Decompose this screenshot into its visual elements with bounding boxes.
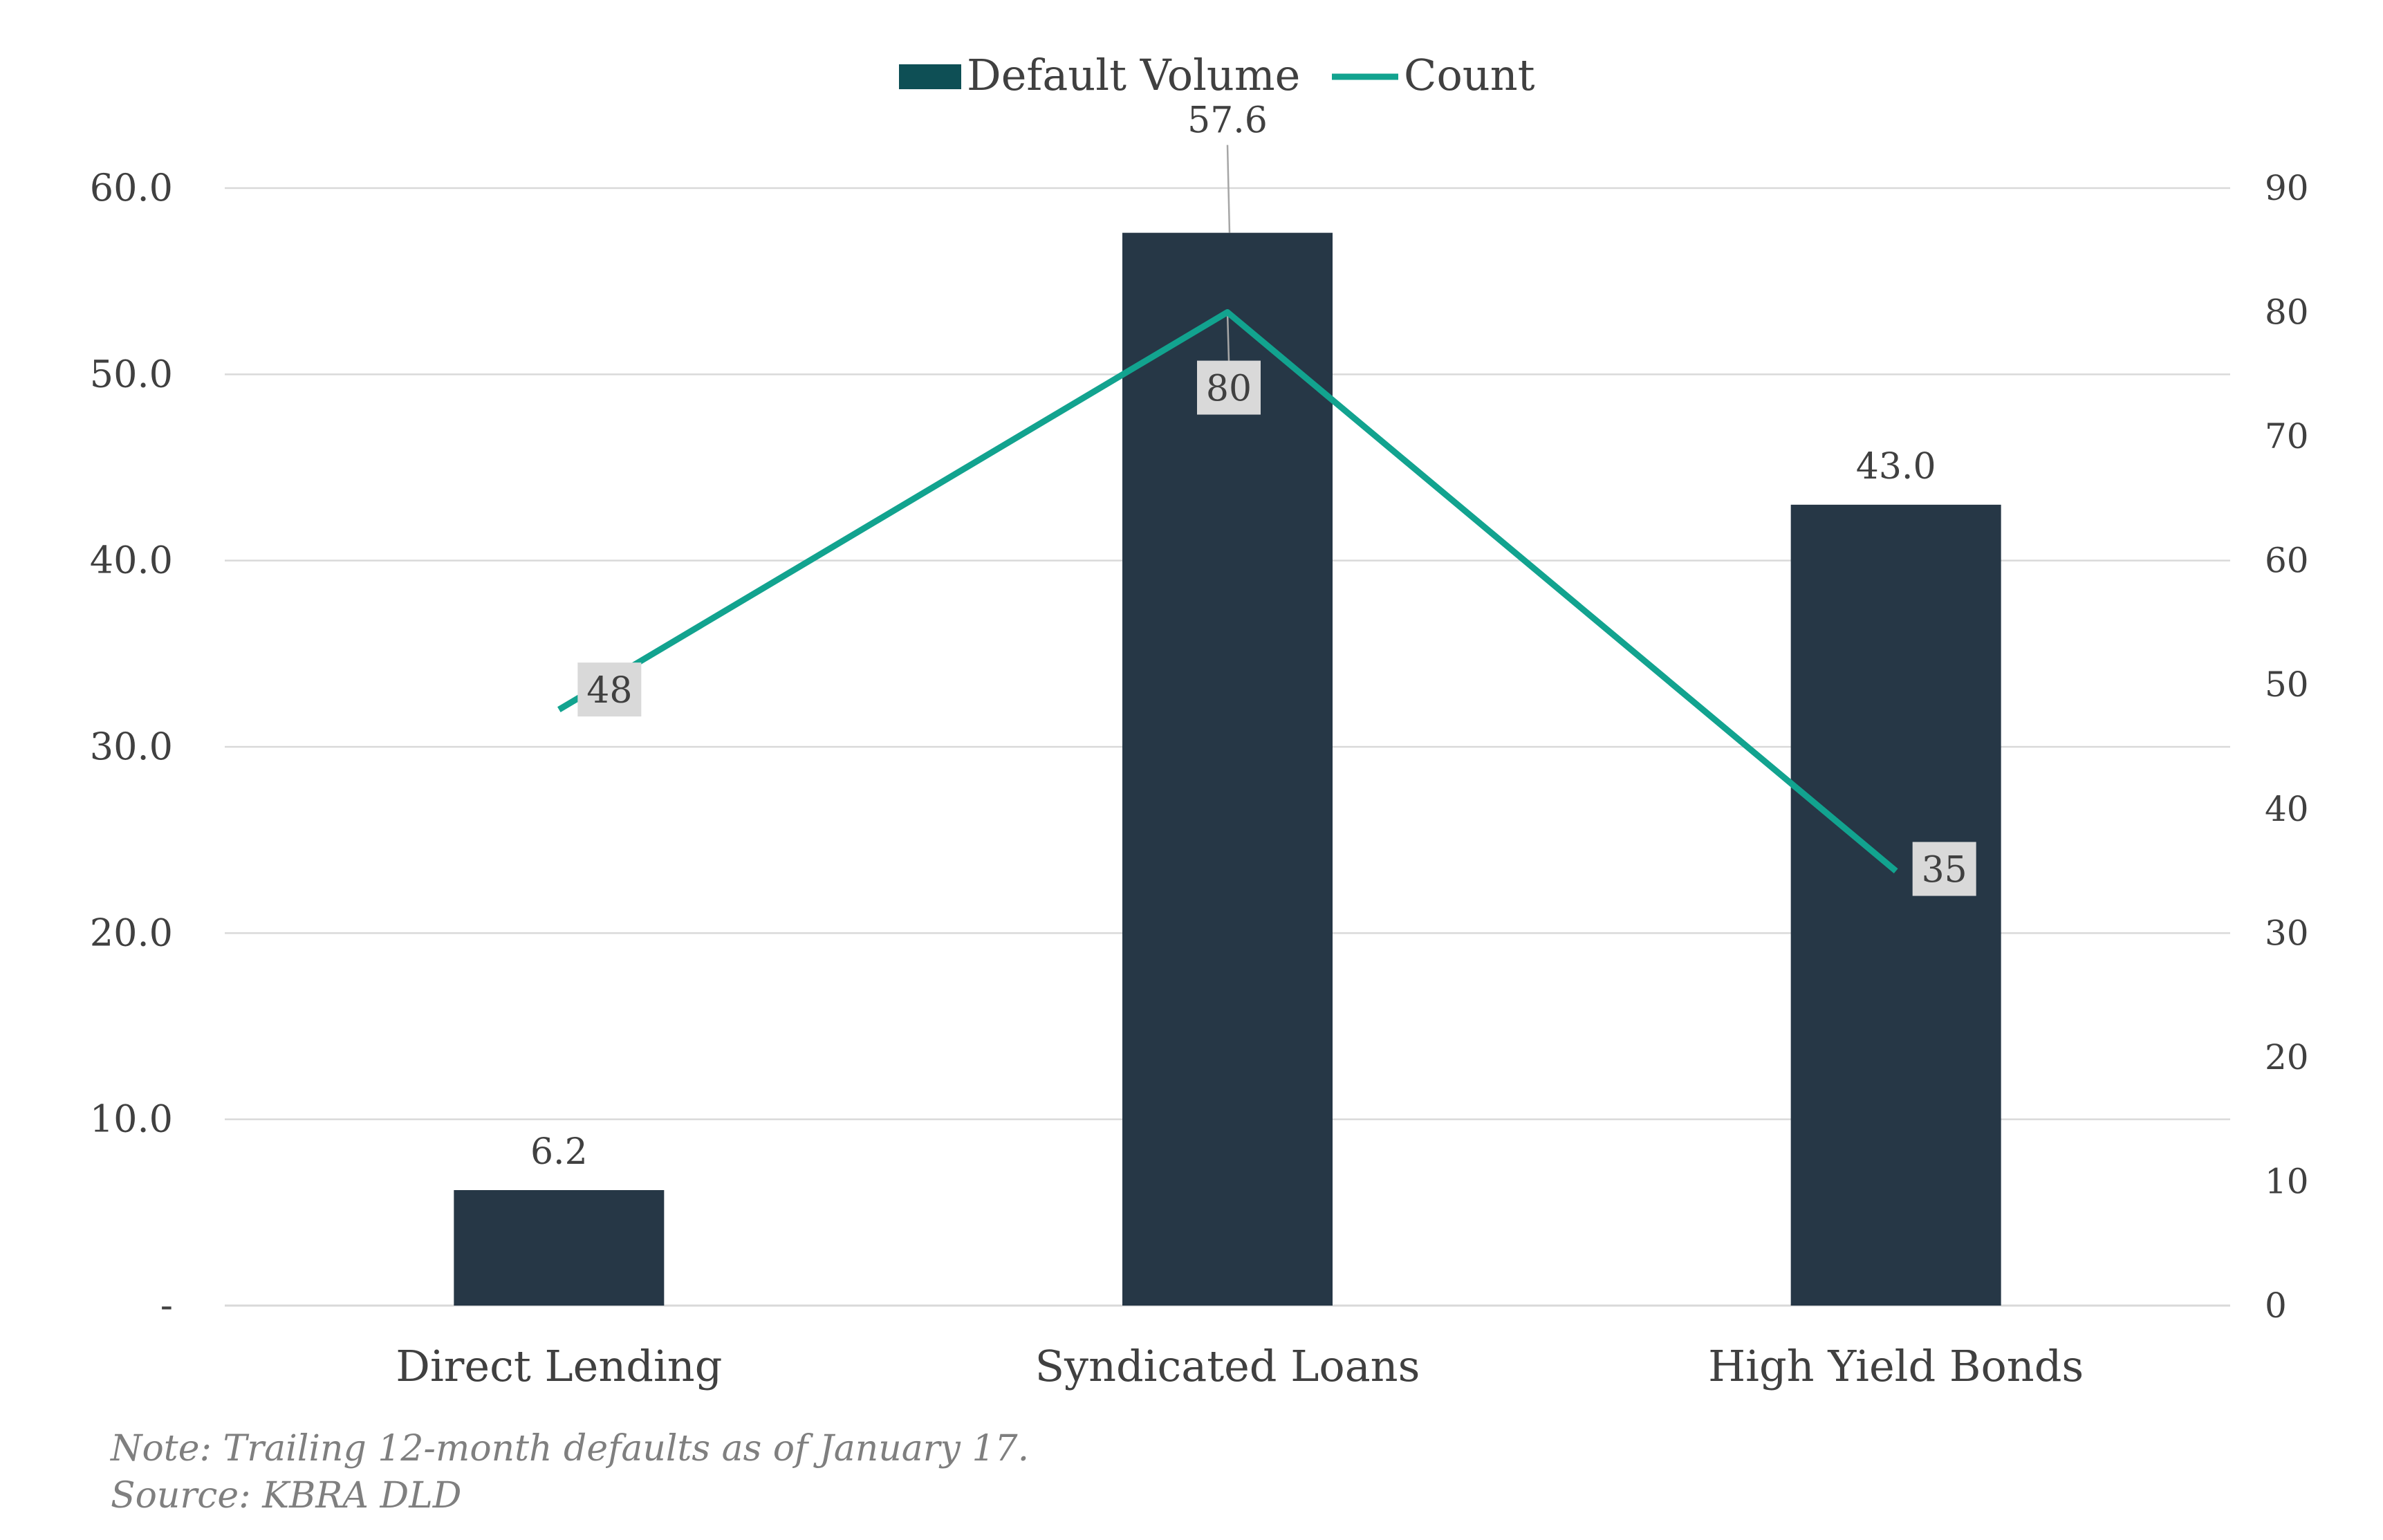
left-y-tick-label: 10.0 <box>90 1097 173 1141</box>
left-y-tick-label: 60.0 <box>90 166 173 210</box>
bar-data-label: 6.2 <box>530 1131 588 1173</box>
right-y-axis: 0 10 20 30 40 50 60 70 80 90 <box>2265 168 2309 1326</box>
right-y-tick-label: 90 <box>2265 168 2309 208</box>
footnote-note: Note: Trailing 12-month defaults as of J… <box>111 1428 1030 1469</box>
left-y-tick-label: 50.0 <box>90 352 173 396</box>
leader-lines <box>1226 145 1231 361</box>
x-axis: Direct Lending Syndicated Loans High Yield… <box>396 1341 2084 1391</box>
right-y-tick-label: 60 <box>2265 541 2309 581</box>
line-label-box <box>577 662 642 717</box>
line-series <box>557 309 1898 874</box>
right-y-tick-label: 30 <box>2265 913 2309 953</box>
line-data-label: 35 <box>1922 850 1967 891</box>
x-tick-label: High Yield Bonds <box>1708 1341 2084 1391</box>
x-tick-label: Direct Lending <box>396 1341 722 1391</box>
left-y-tick-label: 40.0 <box>90 539 173 582</box>
bar-label-leader-line <box>1226 145 1231 233</box>
x-tick-label: Syndicated Loans <box>1035 1341 1420 1391</box>
bar-high-yield-bonds <box>1790 504 2001 1306</box>
count-line <box>557 309 1898 874</box>
legend-swatch-bar <box>899 64 961 89</box>
bar-data-label: 43.0 <box>1856 446 1936 488</box>
line-data-labels: 48 80 35 <box>577 360 1976 896</box>
line-label-leader-line <box>1226 312 1230 361</box>
right-y-tick-label: 40 <box>2265 789 2309 829</box>
right-y-tick-label: 80 <box>2265 293 2309 333</box>
right-y-tick-label: 10 <box>2265 1161 2309 1201</box>
left-y-tick-label: 30.0 <box>90 725 173 768</box>
line-data-label: 48 <box>586 670 632 712</box>
left-y-tick-label: - <box>160 1283 173 1327</box>
line-label-box <box>1197 360 1261 415</box>
left-y-axis: - 10.0 20.0 30.0 40.0 50.0 60.0 <box>90 166 173 1327</box>
bar-direct-lending <box>454 1190 665 1306</box>
right-y-tick-label: 50 <box>2265 665 2309 705</box>
footnote-source: Source: KBRA DLD <box>111 1475 462 1516</box>
right-y-tick-label: 0 <box>2265 1286 2287 1326</box>
left-y-tick-label: 20.0 <box>90 911 173 954</box>
line-label-box <box>1912 842 1976 896</box>
legend-label-count: Count <box>1404 50 1535 100</box>
bar-data-labels: 6.2 57.6 43.0 <box>530 100 1936 1173</box>
right-y-tick-label: 20 <box>2265 1037 2309 1077</box>
legend: Default Volume Count <box>899 50 1535 100</box>
line-data-label: 80 <box>1206 369 1252 410</box>
legend-label-default-volume: Default Volume <box>967 50 1300 100</box>
bar-data-label: 57.6 <box>1187 100 1268 142</box>
right-y-tick-label: 70 <box>2265 416 2309 456</box>
